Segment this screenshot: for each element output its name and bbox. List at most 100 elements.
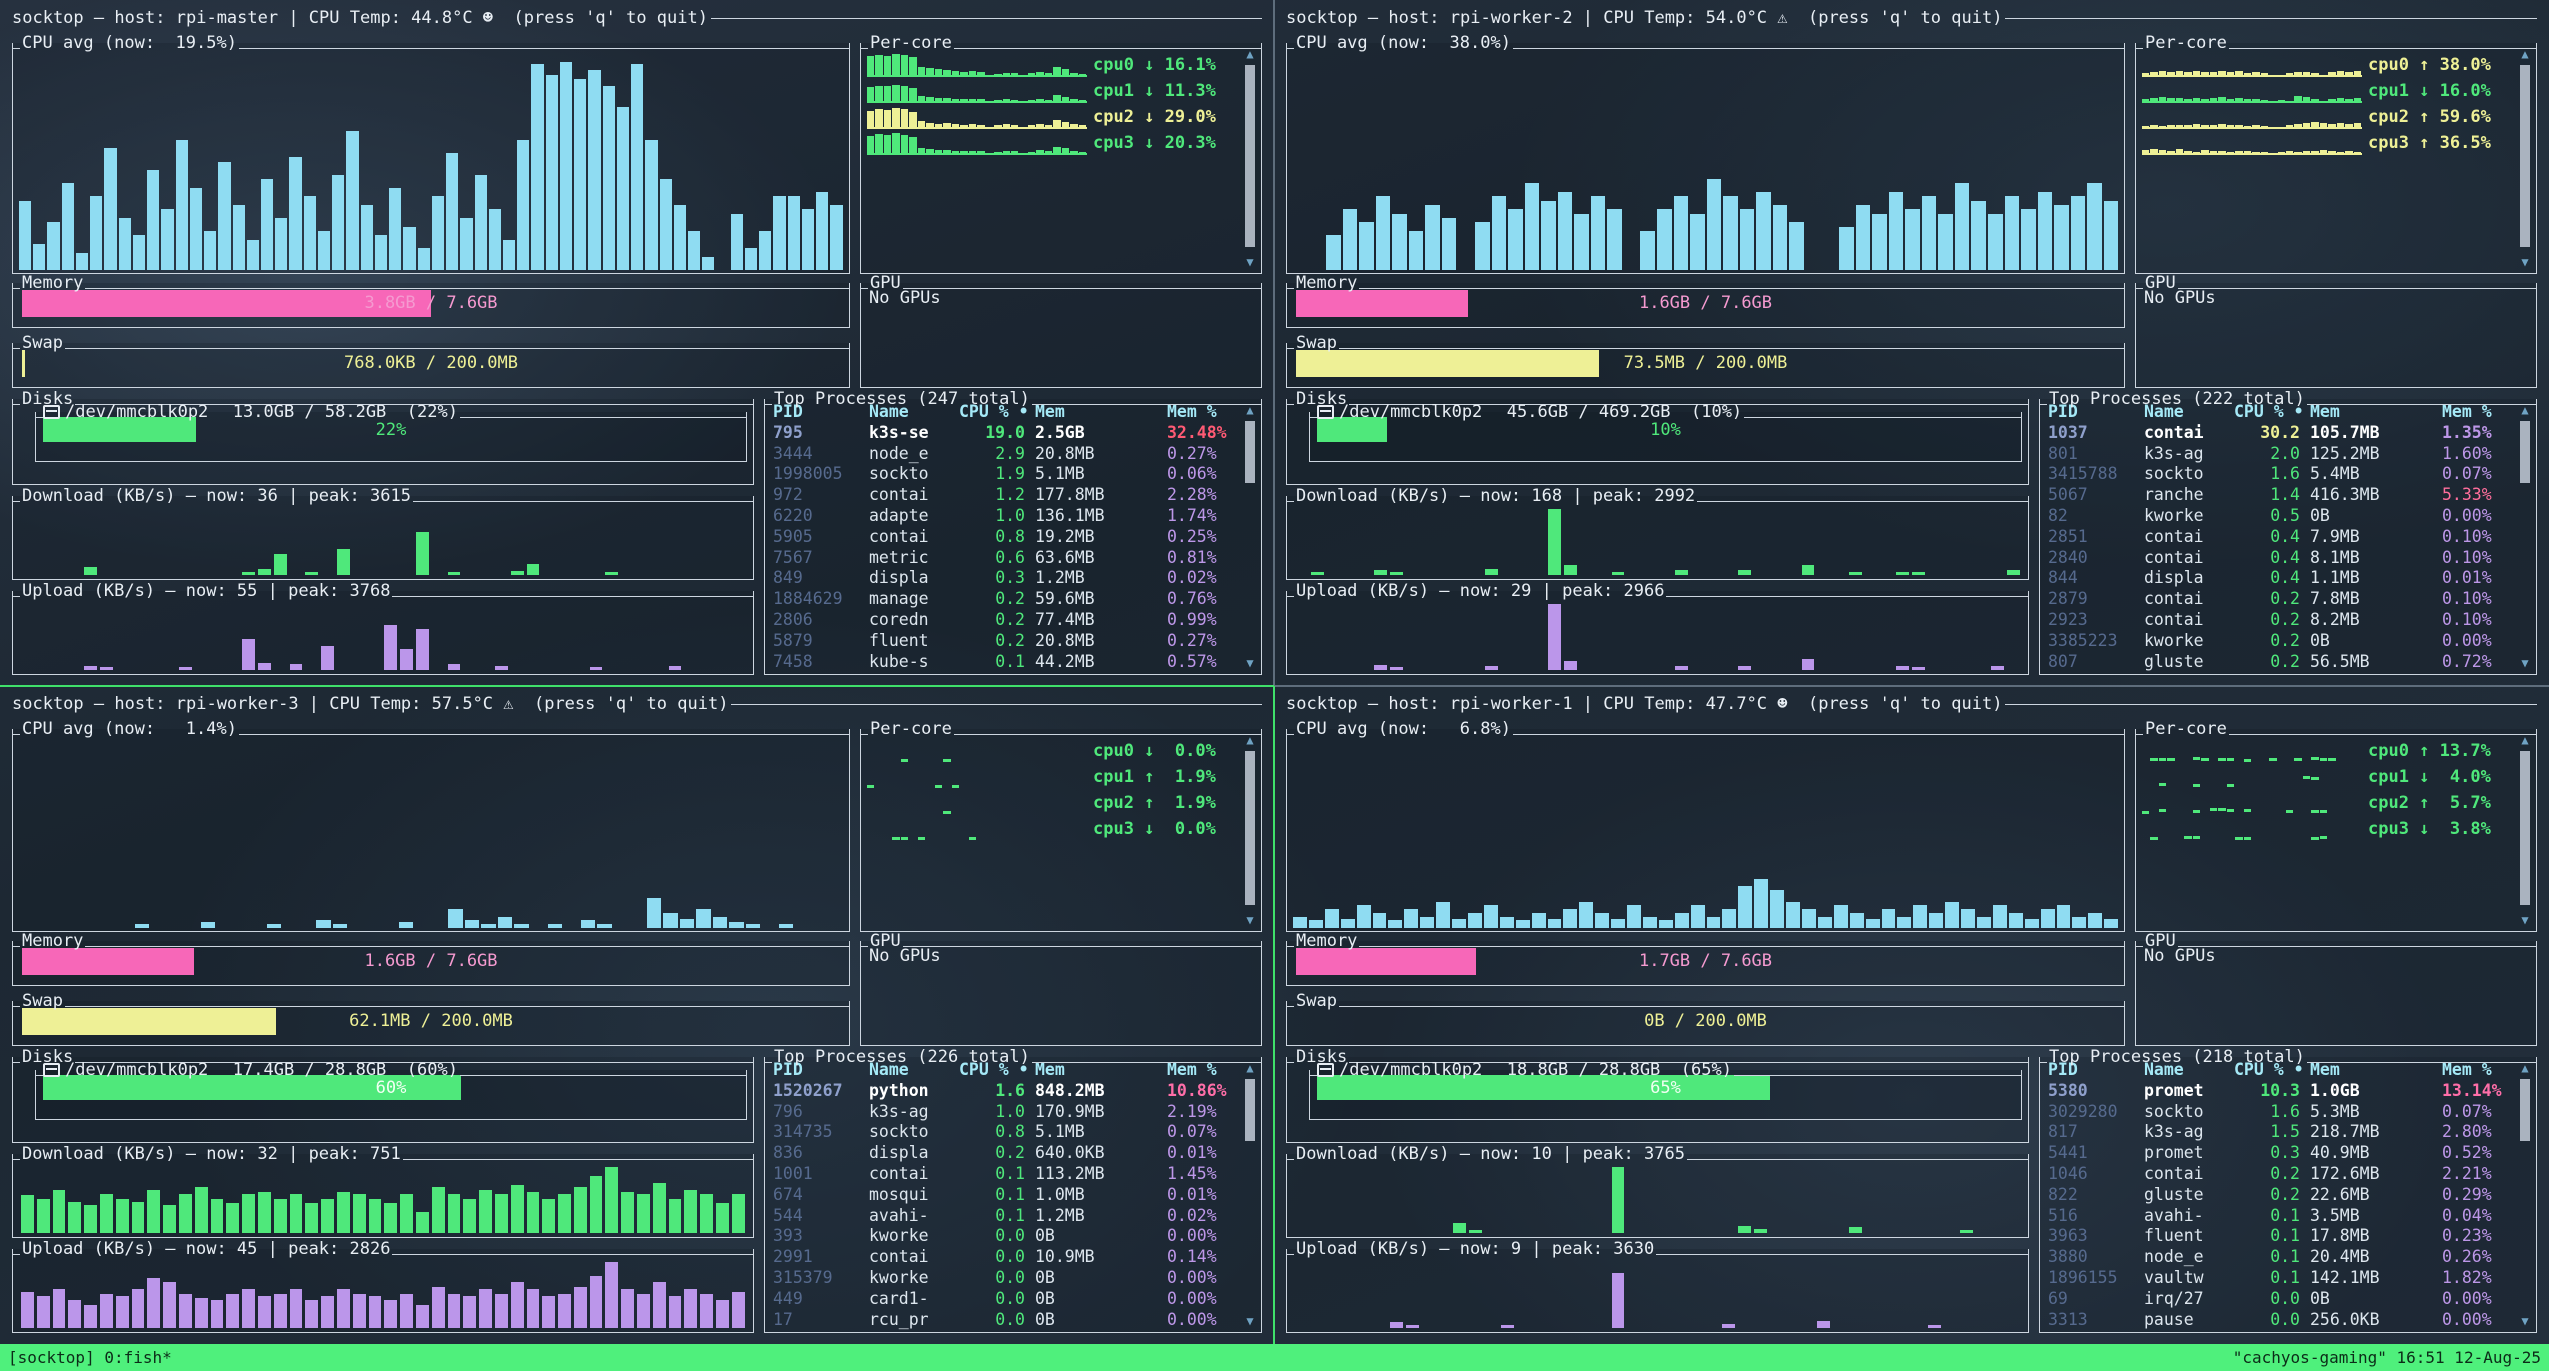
pane-divider-vertical-bottom[interactable]	[1273, 686, 1275, 1344]
scroll-up-icon[interactable]: ▲	[2521, 733, 2529, 747]
process-pid: 82	[2048, 505, 2068, 525]
core-row: cpu1 ↑ 1.9%	[867, 763, 1235, 789]
scrollbar[interactable]: ▲ ▼	[1243, 47, 1257, 269]
process-name: rcu_pr	[869, 1309, 929, 1329]
scroll-down-icon[interactable]: ▼	[1246, 913, 1254, 927]
process-row: 3313 pause 0.0 256.0KB 0.00%	[2048, 1310, 2512, 1331]
pane-title-rule	[2005, 703, 2537, 705]
swap-gauge-fill	[22, 350, 26, 377]
process-header-cell: Mem	[1035, 1060, 1065, 1079]
scroll-up-icon[interactable]: ▲	[1246, 733, 1254, 747]
socktop-pane-rpi-master[interactable]: socktop — host: rpi-master | CPU Temp: 4…	[0, 0, 1274, 686]
process-mem-pct: 0.06%	[1167, 464, 1217, 484]
scroll-thumb[interactable]	[1245, 1079, 1255, 1141]
process-cpu: 1.0	[995, 1101, 1025, 1121]
scrollbar[interactable]: ▲ ▼	[1243, 733, 1257, 927]
scrollbar[interactable]: ▲ ▼	[1243, 403, 1257, 670]
process-header-cell: Name	[869, 1060, 909, 1079]
cpu-history-chart	[1293, 739, 2119, 928]
scroll-down-icon[interactable]: ▼	[2521, 656, 2529, 670]
process-cpu: 0.4	[2270, 547, 2300, 567]
scroll-up-icon[interactable]: ▲	[2521, 403, 2529, 417]
core-label: cpu2 ↑ 5.7%	[2368, 793, 2491, 813]
scroll-thumb[interactable]	[2520, 421, 2530, 483]
swap-panel: Swap 768.0KB / 200.0MB	[12, 333, 850, 388]
disk-gauge: 22%	[43, 417, 739, 442]
process-mem-pct: 0.23%	[2442, 1226, 2492, 1246]
cpu-history-bar	[481, 924, 496, 928]
cpu-history-bar	[2004, 196, 2020, 270]
pane-divider-horizontal-right[interactable]	[1275, 685, 2549, 687]
scroll-thumb[interactable]	[2520, 1079, 2530, 1141]
scrollbar[interactable]: ▲ ▼	[2518, 1061, 2532, 1328]
scroll-up-icon[interactable]: ▲	[1246, 403, 1254, 417]
process-cpu: 0.2	[2270, 609, 2300, 629]
cpu-history-bar	[787, 196, 800, 270]
scrollbar[interactable]: ▲ ▼	[1243, 1061, 1257, 1328]
cpu-history-bar	[1607, 209, 1622, 270]
scroll-down-icon[interactable]: ▼	[2521, 1314, 2529, 1328]
process-mem: 7.8MB	[2310, 589, 2360, 609]
scroll-thumb[interactable]	[2520, 65, 2530, 247]
process-mem-pct: 1.74%	[1167, 505, 1217, 525]
cpu-history-bar	[1872, 213, 1887, 270]
scroll-down-icon[interactable]: ▼	[1246, 1314, 1254, 1328]
process-mem: 125.2MB	[2310, 443, 2380, 463]
cpu-history-bar	[1802, 909, 1816, 928]
pane-divider-horizontal-left[interactable]	[0, 685, 1274, 687]
scroll-up-icon[interactable]: ▲	[2521, 47, 2529, 61]
process-pid: 972	[773, 485, 803, 505]
scroll-down-icon[interactable]: ▼	[1246, 656, 1254, 670]
process-mem: 20.8MB	[1035, 630, 1095, 650]
process-pid: 674	[773, 1184, 803, 1204]
pane-title: socktop — host: rpi-master | CPU Temp: 4…	[12, 8, 708, 28]
core-sparkline	[867, 741, 1087, 763]
socktop-pane-rpi-worker-2[interactable]: socktop — host: rpi-worker-2 | CPU Temp:…	[1274, 0, 2549, 686]
socktop-pane-rpi-worker-1[interactable]: socktop — host: rpi-worker-1 | CPU Temp:…	[1274, 686, 2549, 1344]
process-mem: 2.5GB	[1035, 422, 1085, 442]
tmux-session-window[interactable]: [socktop] 0:fish*	[8, 1348, 172, 1367]
cpu-history-bar	[218, 161, 231, 270]
scroll-thumb[interactable]	[2520, 751, 2530, 905]
process-mem: 113.2MB	[1035, 1163, 1105, 1183]
scroll-up-icon[interactable]: ▲	[1246, 47, 1254, 61]
process-cpu: 0.6	[995, 547, 1025, 567]
cpu-history-bar	[204, 230, 217, 270]
process-name: k3s-ag	[2144, 1122, 2204, 1142]
scroll-thumb[interactable]	[1245, 421, 1255, 483]
cpu-history-bar	[1706, 178, 1722, 270]
core-label: cpu2 ↑ 1.9%	[1093, 793, 1216, 813]
scroll-down-icon[interactable]: ▼	[2521, 255, 2529, 269]
cpu-history-bar	[1921, 196, 1937, 270]
process-mem: 8.2MB	[2310, 609, 2360, 629]
process-row: 1520267 python 1.6 848.2MB 10.86%	[773, 1081, 1237, 1102]
process-mem: 77.4MB	[1035, 609, 1095, 629]
cpu-history-bar	[1929, 912, 1944, 928]
pane-divider-vertical-top[interactable]	[1273, 0, 1275, 686]
scroll-thumb[interactable]	[1245, 751, 1255, 905]
scroll-down-icon[interactable]: ▼	[2521, 913, 2529, 927]
scroll-down-icon[interactable]: ▼	[1246, 255, 1254, 269]
scroll-thumb[interactable]	[1245, 65, 1255, 247]
disk-gauge: 60%	[43, 1075, 739, 1100]
scrollbar[interactable]: ▲ ▼	[2518, 733, 2532, 927]
process-pid: 314735	[773, 1122, 833, 1142]
process-header-cell: Mem	[1035, 402, 1065, 421]
cpu-history-bar	[2040, 909, 2055, 928]
socktop-pane-rpi-worker-3[interactable]: socktop — host: rpi-worker-3 | CPU Temp:…	[0, 686, 1274, 1344]
process-pid: 1884629	[773, 589, 843, 609]
scroll-up-icon[interactable]: ▲	[1246, 1061, 1254, 1075]
memory-gauge-value: 1.6GB / 7.6GB	[1638, 293, 1773, 313]
process-mem: 848.2MB	[1035, 1080, 1105, 1100]
cpu-history-bar	[175, 139, 188, 270]
cpu-history-bar	[1786, 901, 1800, 928]
cpu-history-bar	[1515, 920, 1530, 928]
process-name: k3s-ag	[869, 1101, 929, 1121]
scrollbar[interactable]: ▲ ▼	[2518, 47, 2532, 269]
scrollbar[interactable]: ▲ ▼	[2518, 403, 2532, 670]
process-mem-pct: 0.00%	[2442, 1288, 2492, 1308]
gpu-status: No GPUs	[2144, 946, 2216, 966]
process-name: adapte	[869, 505, 929, 525]
process-name: contai	[2144, 526, 2204, 546]
scroll-up-icon[interactable]: ▲	[2521, 1061, 2529, 1075]
